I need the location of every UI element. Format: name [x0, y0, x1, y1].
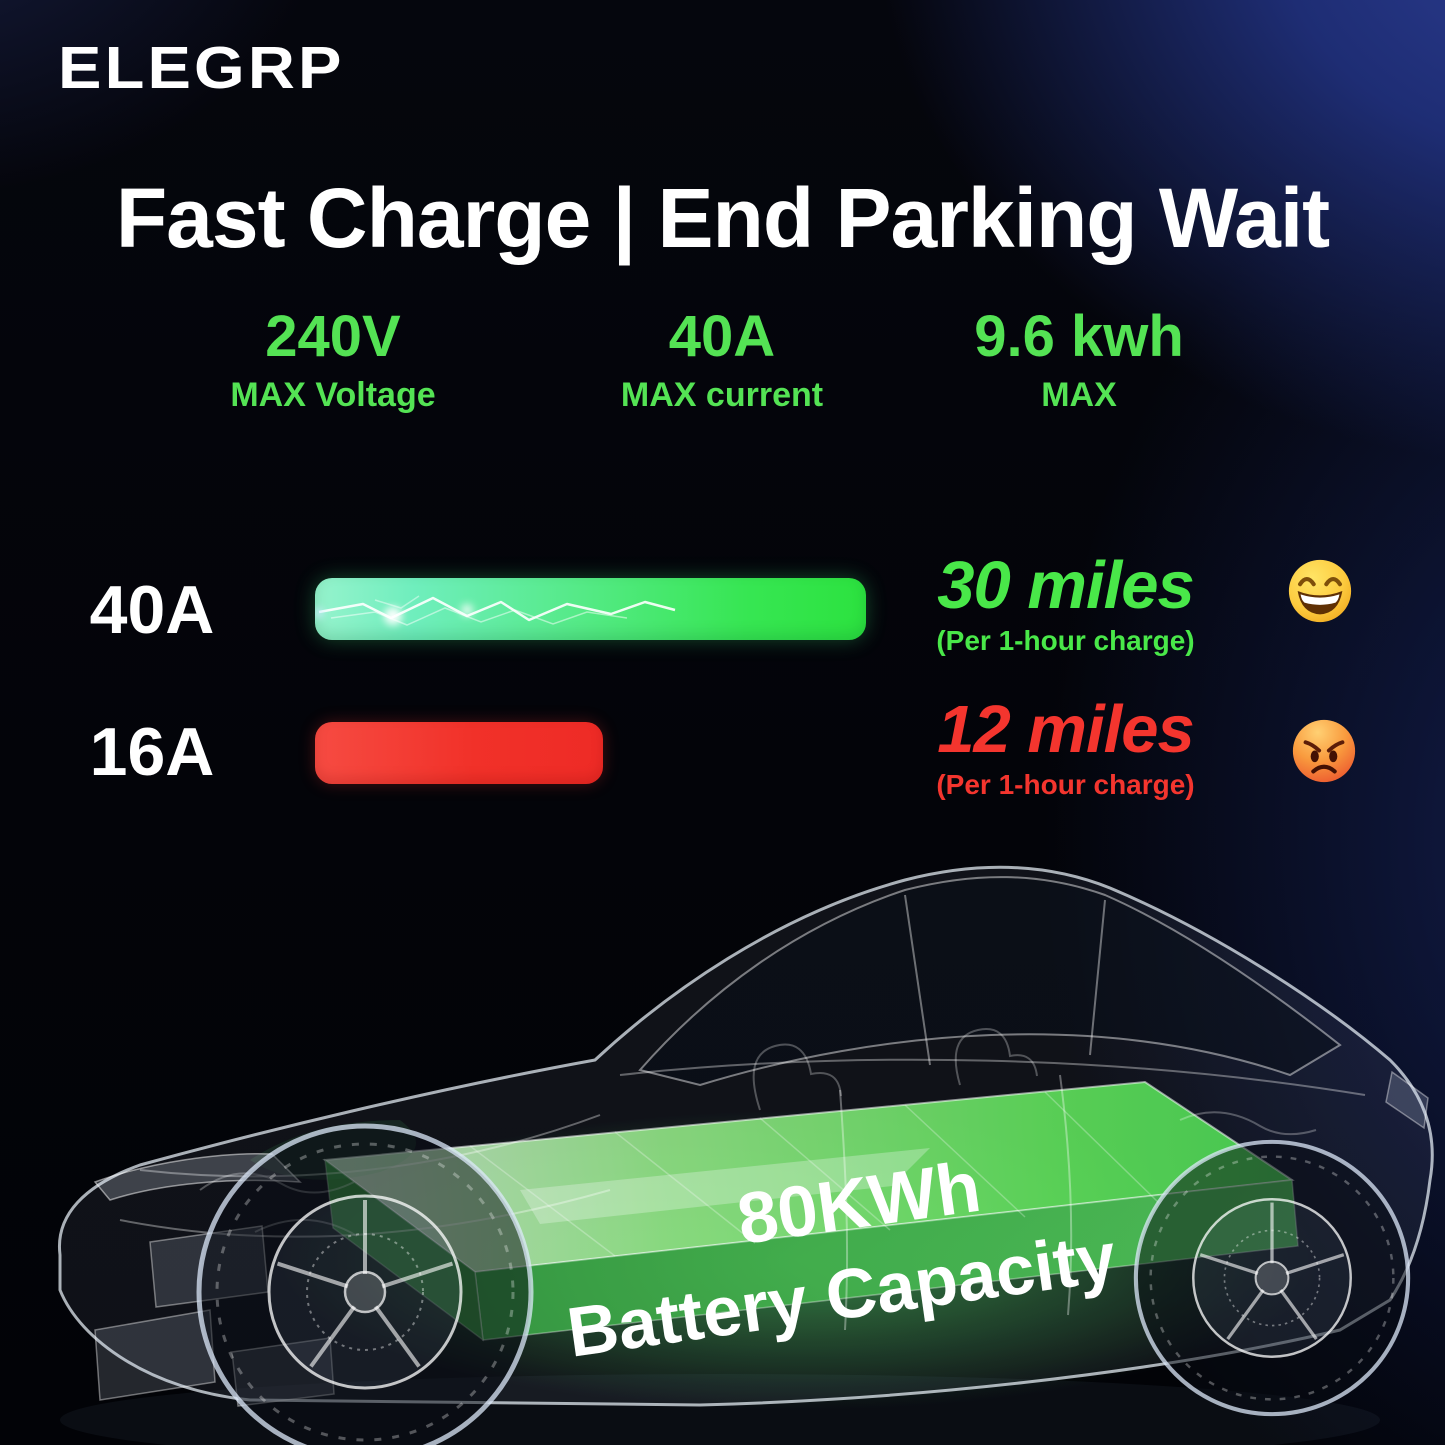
brand-logo: ELEGRP	[58, 34, 345, 102]
spec-label: MAX current	[620, 376, 824, 414]
bar-label-16a: 16A	[89, 714, 215, 790]
miles-value: 12 miles	[937, 692, 1194, 767]
spec-max-current: 40A MAX current	[562, 308, 882, 415]
spec-value: 9.6 kwh	[974, 304, 1184, 369]
spec-value: 240V	[265, 304, 401, 369]
cabin-glass	[638, 876, 1342, 1087]
taillight	[1385, 1070, 1429, 1130]
bar-40a	[315, 578, 866, 640]
miles-value: 30 miles	[937, 548, 1194, 623]
result-40a: 30 miles (Per 1-hour charge)	[918, 552, 1213, 655]
result-16a: 12 miles (Per 1-hour charge)	[918, 696, 1213, 799]
page-title: Fast Charge | End Parking Wait	[115, 171, 1330, 265]
ev-car-xray-image: 80KWh Battery Capacity	[57, 865, 1434, 1445]
angry-face-emoji-icon	[1292, 719, 1356, 783]
lightning-effect-icon	[315, 595, 676, 626]
bar-label-40a: 40A	[89, 572, 215, 648]
spec-label: MAX Voltage	[230, 376, 436, 414]
spec-label: MAX	[1041, 376, 1117, 414]
bar-16a	[315, 722, 603, 784]
spec-max-voltage: 240V MAX Voltage	[173, 308, 493, 415]
miles-caption: (Per 1-hour charge)	[936, 769, 1195, 800]
ev-car-section: 80KWh Battery Capacity	[0, 860, 1445, 1445]
rear-wheel	[1133, 1139, 1411, 1417]
spec-max-kwh: 9.6 kwh MAX	[919, 308, 1239, 415]
spec-value: 40A	[668, 304, 776, 369]
miles-caption: (Per 1-hour charge)	[936, 625, 1195, 656]
grinning-face-emoji-icon	[1288, 559, 1352, 623]
front-wheel	[196, 1123, 534, 1445]
